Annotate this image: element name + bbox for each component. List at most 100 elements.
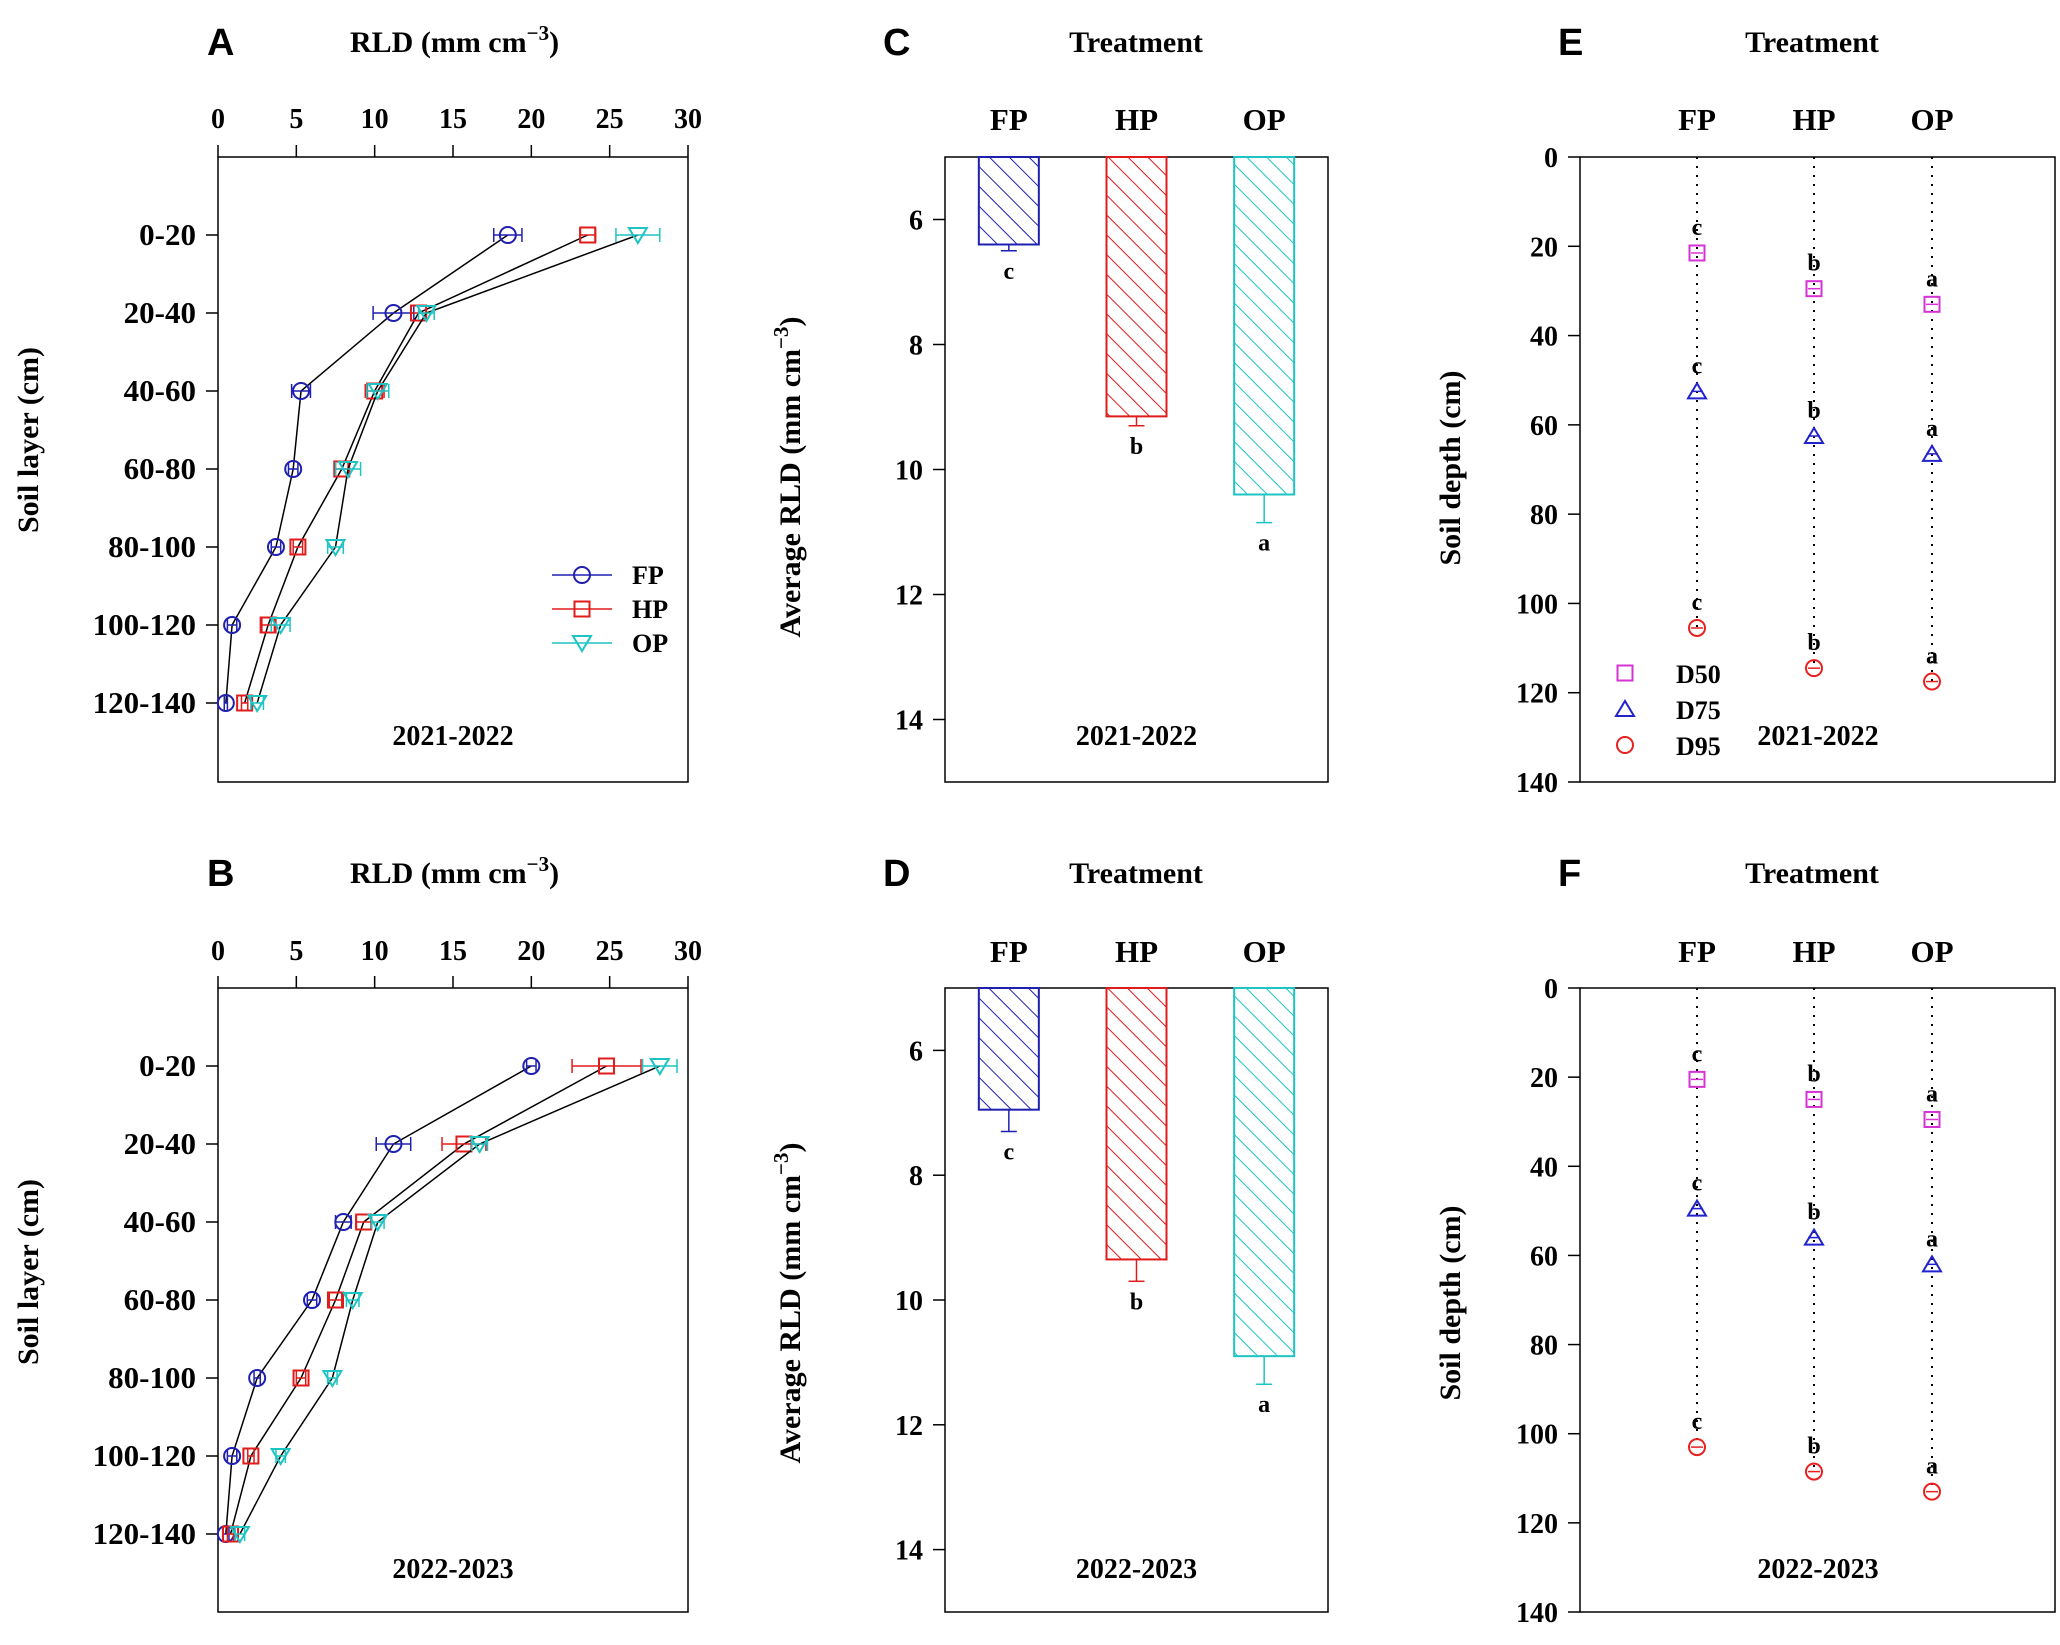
panel-E-ytick-label: 80 [1530,500,1558,531]
panel-C-bar-OP [1233,156,1296,496]
panel-F-frame [1579,987,2056,1613]
panel-F-sig-D95: b [1807,1434,1820,1460]
panel-C-ytick-label: 14 [895,706,923,737]
panel-C-bar-FP [977,156,1040,246]
panel-F-point-D95 [1688,1438,1706,1457]
panel-B-letter: B [207,853,234,895]
panel-C-cat-label: OP [1243,102,1286,137]
panel-E-point-D95 [1688,618,1706,637]
panel-A-ytick-label: 0-20 [139,217,196,252]
panel-B-point-FP [334,1213,353,1231]
panel-E-point-D50 [1923,295,1941,313]
panel-F-ytick-label: 60 [1530,1241,1558,1272]
panel-E-sig-D95: a [1926,644,1938,670]
panel-F-point-D95 [1923,1482,1941,1501]
panel-B-point-OP [649,1058,671,1076]
panel-F-ytick-label: 140 [1516,1598,1558,1629]
panel-B-point-FP [384,1135,403,1153]
panel-E: E Treatment 0 20 40 60 80 100 120 140 Soil depth (… [1434,22,2056,799]
panel-B-xtick-label: 15 [439,936,467,967]
panel-E-ytick-label: 0 [1544,143,1558,174]
panel-C-cat-label: FP [990,102,1028,137]
panel-E-point-D75 [1803,426,1825,445]
panel-A-point-OP [324,539,347,557]
panel-D-ylabel: Average RLD (mm cm−3) [769,1143,807,1464]
panel-B-point-OP [321,1370,344,1388]
panel-A-point-OP [627,227,649,245]
panel-B-point-FP [248,1369,267,1387]
panel-D-bar-HP [1105,987,1168,1261]
panel-C-ylabel: Average RLD (mm cm−3) [769,317,807,638]
legend-marker-D50 [1616,664,1634,682]
panel-D-cat-label: OP [1243,934,1286,969]
panel-B-ytick-label: 120-140 [93,1516,196,1551]
panel-B-point-HP [598,1057,616,1075]
panel-D-ytick-label: 10 [895,1286,923,1317]
panel-C-ytick-label: 8 [909,331,923,362]
panel-C-letter: C [883,22,910,64]
panel-E-sig-D50: b [1807,251,1820,277]
panel-F-point-D75 [1803,1227,1825,1246]
panel-A-ytick-label: 100-120 [93,607,196,642]
panel-E-sig-D95: c [1692,590,1703,616]
panel-A-ytick-label: 80-100 [108,529,196,564]
panel-A-ytick-label: 20-40 [124,295,196,330]
panel-A-xtick-label: 0 [211,104,225,135]
panel-B-xtick-label: 5 [289,936,303,967]
panel-A-xtick-label: 15 [439,104,467,135]
panel-E-ytick-label: 120 [1516,679,1558,710]
panel-D-ytick-label: 6 [909,1036,923,1067]
panel-A-xtick-label: 30 [674,104,702,135]
panel-B-ytick-label: 20-40 [124,1126,196,1161]
panel-A-ytick-label: 40-60 [124,373,196,408]
panel-F-cat-label: OP [1910,934,1953,969]
panel-A-point-FP [223,616,242,634]
panel-B-line-OP [239,1065,661,1535]
panel-B-point-OP [341,1292,364,1310]
panel-C: C Treatment 6 8 10 12 14 Average RLD (mm cm−3) F… [769,22,1329,783]
panel-E-sig-D75: b [1807,398,1820,424]
panel-E-sig-D50: c [1692,215,1703,241]
panel-F-ytick-label: 20 [1530,1063,1558,1094]
panel-D-ytick-label: 8 [909,1161,923,1192]
legend-marker-D75 [1614,699,1636,717]
panel-A-xtick-label: 25 [596,104,624,135]
panel-B-point-HP [292,1369,310,1387]
panel-D-year: 2022-2023 [1076,1554,1197,1585]
legend-label-D75: D75 [1676,696,1721,725]
panel-D-bar-OP [1233,987,1296,1358]
legend-marker-OP [571,635,593,653]
panel-B: B RLD (mm cm−3) 0 5 10 15 20 25 30 0-20 20-40 40-60… [12,852,702,1613]
panel-B-xtick-label: 10 [361,936,389,967]
panel-B-point-HP [327,1291,344,1309]
panel-D-ytick-label: 14 [895,1536,923,1567]
panel-E-point-D95 [1923,672,1941,691]
panel-F-title: Treatment [1745,857,1879,890]
panel-B-xtick-label: 30 [674,936,702,967]
panel-F-sig-D75: a [1926,1226,1938,1252]
panel-D-title: Treatment [1069,857,1203,890]
panel-E-frame [1579,156,2056,783]
panel-B-point-OP [229,1526,251,1544]
panel-E-point-D75 [1921,443,1943,462]
panel-A-letter: A [207,22,234,64]
panel-C-sig-FP: c [1004,259,1015,285]
panel-C-year: 2021-2022 [1076,721,1197,752]
panel-A-point-OP [415,305,438,323]
panel-D-bar-FP [977,987,1040,1111]
panel-A-point-OP [246,695,268,713]
panel-E-ytick-label: 60 [1530,411,1558,442]
panel-B-xtick-label: 25 [596,936,624,967]
panel-A-point-FP [284,460,303,478]
panel-F-year: 2022-2023 [1757,1554,1878,1585]
panel-E-year: 2021-2022 [1757,721,1878,752]
panel-F-point-D50 [1688,1070,1706,1088]
panel-D-sig-FP: c [1004,1140,1015,1166]
legend-marker-D95 [1616,736,1634,754]
panel-F: F Treatment 0 20 40 60 80 100 120 140 Soil depth (… [1434,853,2056,1629]
panel-B-point-OP [269,1448,292,1466]
panel-A-ylabel: Soil layer (cm) [12,347,45,533]
panel-F-ytick-label: 120 [1516,1509,1558,1540]
panel-A-point-OP [367,383,389,401]
